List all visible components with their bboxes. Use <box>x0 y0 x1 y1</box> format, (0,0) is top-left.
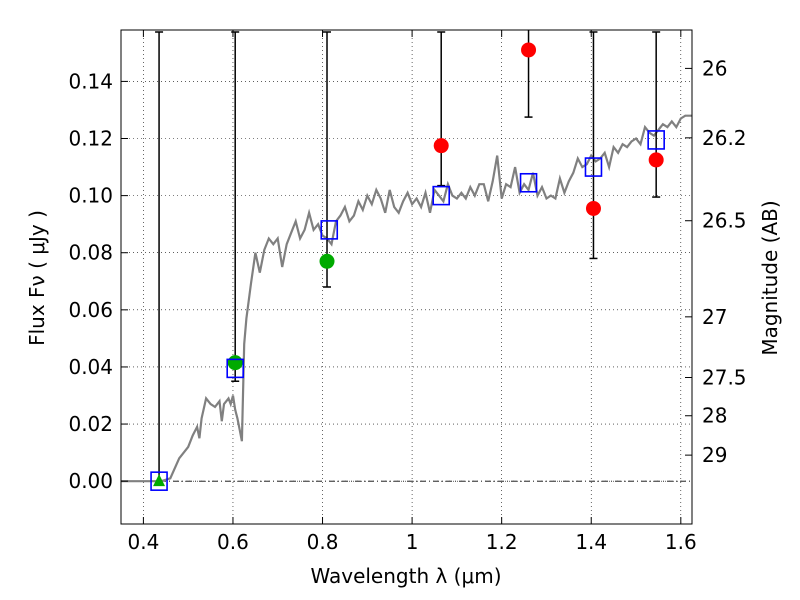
y-tick-label: 0.10 <box>68 184 113 208</box>
magnitude-tick-label: 26.2 <box>702 126 747 150</box>
observed-point <box>153 474 166 487</box>
y-tick-label: 0.08 <box>68 241 113 265</box>
model-photometry-box <box>150 471 168 491</box>
magnitude-tick-label: 26.5 <box>702 209 747 233</box>
y-tick-label: 0.04 <box>68 355 113 379</box>
y-axis-label: Flux Fν ( μJy ) <box>25 210 49 346</box>
x-tick-label: 0.8 <box>307 530 339 554</box>
magnitude-axis-label: Magnitude (AB) <box>758 200 782 355</box>
magnitude-tick-label: 26 <box>702 56 727 80</box>
grid <box>121 30 692 524</box>
magnitude-tick-label: 27 <box>702 305 727 329</box>
observed-point <box>433 138 449 154</box>
x-tick-label: 1.2 <box>486 530 518 554</box>
y-tick-label: 0.12 <box>68 127 113 151</box>
x-tick-label: 0.6 <box>217 530 249 554</box>
model-photometry-box <box>432 185 451 206</box>
observed-point <box>648 152 664 168</box>
observed-point <box>319 253 335 269</box>
model-spectrum-line <box>121 114 692 483</box>
y-tick-label: 0.02 <box>68 412 113 436</box>
y-tick-label: 0.00 <box>68 469 113 493</box>
observed-point <box>521 42 537 58</box>
y-axis-ticks: 0.00 0.02 0.04 0.06 0.08 0.10 0.12 0.14 <box>68 69 128 493</box>
model-photometry-box <box>519 172 538 193</box>
y-tick-label: 0.06 <box>68 298 113 322</box>
y-tick-label: 0.14 <box>68 69 113 93</box>
magnitude-axis-ticks: 26 26.2 26.5 27 27.5 28 29 <box>685 56 747 467</box>
x-tick-label: 1 <box>406 530 419 554</box>
magnitude-tick-label: 28 <box>702 404 727 428</box>
x-tick-label: 1.6 <box>665 530 697 554</box>
error-bars <box>155 30 661 482</box>
model-photometry-box <box>647 130 665 150</box>
observed-points <box>153 42 664 487</box>
observed-point <box>227 355 243 371</box>
x-axis-ticks: 0.4 0.6 0.8 1 1.2 1.4 1.6 <box>127 30 697 554</box>
model-photometry-box <box>320 220 339 240</box>
observed-point <box>585 200 601 216</box>
magnitude-tick-label: 27.5 <box>702 365 747 389</box>
model-photometry-box <box>584 157 603 177</box>
magnitude-tick-label: 29 <box>702 443 727 467</box>
x-tick-label: 1.4 <box>575 530 607 554</box>
x-tick-label: 0.4 <box>127 530 159 554</box>
x-axis-label: Wavelength λ (μm) <box>310 564 501 588</box>
model-photometry-box <box>226 358 244 379</box>
plot-frame <box>120 29 693 525</box>
model-photometry-boxes <box>150 130 665 491</box>
